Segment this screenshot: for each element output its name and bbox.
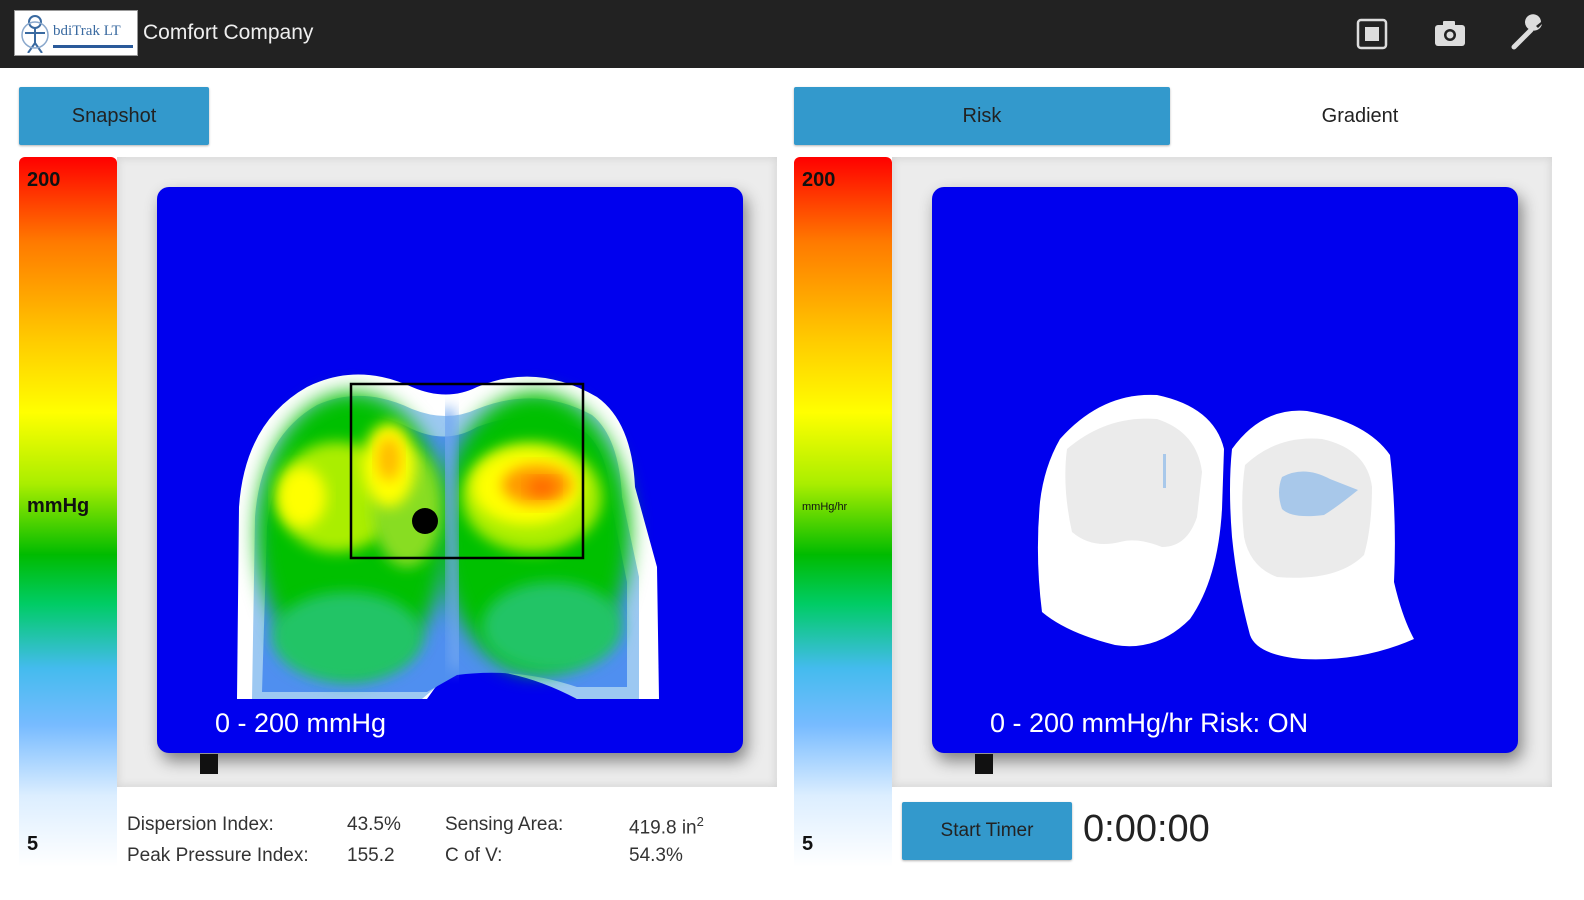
timer-display: 0:00:00: [1083, 808, 1210, 850]
peak-pressure-index-value: 155.2: [347, 845, 395, 866]
peak-pressure-index-label: Peak Pressure Index:: [127, 845, 309, 866]
sensing-area-value: 419.8 in2: [629, 814, 704, 839]
snapshot-button[interactable]: Snapshot: [19, 87, 209, 145]
sensing-area-unit-exponent: 2: [696, 814, 704, 829]
risk-map[interactable]: 0 - 200 mmHg/hr Risk: ON: [932, 187, 1518, 753]
pressure-color-scale: 200 mmHg 5: [19, 157, 117, 867]
dispersion-index-value: 43.5%: [347, 814, 401, 835]
figure-icon: [21, 15, 49, 53]
cofv-value: 54.3%: [629, 845, 683, 866]
scale-unit-label: mmHg: [27, 495, 90, 517]
dispersion-index-label: Dispersion Index:: [127, 814, 274, 835]
stop-icon[interactable]: [1352, 14, 1392, 54]
app-title: Comfort Company: [143, 21, 314, 44]
wrench-icon[interactable]: [1508, 14, 1548, 54]
logo-text: bdiTrak LT: [53, 23, 121, 39]
sensing-area-label: Sensing Area:: [445, 814, 564, 835]
risk-map-position-marker: [975, 754, 993, 774]
pressure-map[interactable]: 0 - 200 mmHg: [157, 187, 743, 753]
map-position-marker: [200, 754, 218, 774]
camera-icon[interactable]: [1430, 14, 1470, 54]
risk-color-scale: 200 mmHg/hr 5: [794, 157, 892, 867]
cofv-label: C of V:: [445, 845, 503, 866]
scale-min-label: 5: [27, 833, 39, 855]
tab-risk[interactable]: Risk: [794, 87, 1170, 145]
risk-scale-min-label: 5: [802, 833, 814, 855]
tab-gradient[interactable]: Gradient: [1321, 104, 1399, 127]
app-logo[interactable]: bdiTrak LT: [14, 10, 138, 56]
start-timer-button[interactable]: Start Timer: [902, 802, 1072, 860]
logo-underline: [53, 45, 133, 48]
risk-scale-max-label: 200: [802, 169, 836, 191]
risk-scale-unit-label: mmHg/hr: [802, 501, 848, 513]
scale-max-label: 200: [27, 169, 61, 191]
risk-range-label: 0 - 200 mmHg/hr Risk: ON: [990, 708, 1309, 738]
action-bar: bdiTrak LT Comfort Company: [0, 0, 1584, 68]
pressure-range-label: 0 - 200 mmHg: [215, 708, 387, 738]
